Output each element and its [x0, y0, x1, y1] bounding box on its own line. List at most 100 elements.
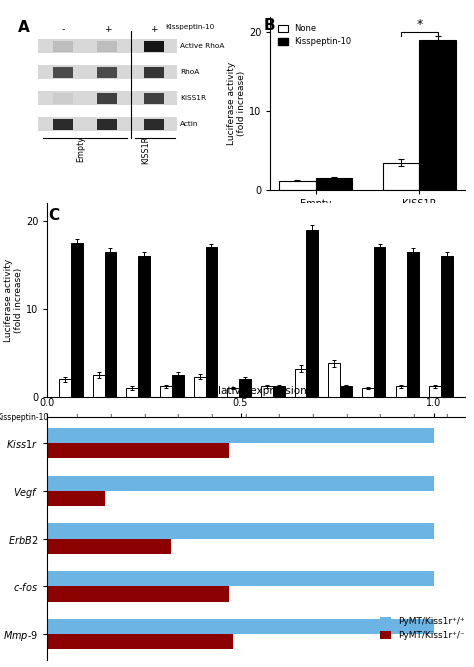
- Bar: [273, 386, 284, 397]
- Text: p63RhoGEF ΔN: p63RhoGEF ΔN: [215, 424, 250, 459]
- Text: -: -: [366, 413, 369, 422]
- Text: -: -: [198, 413, 201, 422]
- Text: -: -: [333, 413, 336, 422]
- Y-axis label: Luciferase activity
(fold increase): Luciferase activity (fold increase): [227, 62, 246, 145]
- Text: +: +: [208, 413, 215, 422]
- Bar: [47, 586, 229, 602]
- Text: -: -: [265, 413, 268, 422]
- Text: Empty: Empty: [76, 136, 85, 162]
- Text: RhoA WT: RhoA WT: [295, 424, 318, 446]
- Bar: [172, 375, 183, 397]
- Text: +: +: [343, 413, 349, 422]
- Text: -: -: [400, 413, 403, 422]
- Bar: [127, 388, 138, 397]
- Bar: [362, 388, 374, 397]
- Text: Actin: Actin: [180, 121, 199, 127]
- Bar: [374, 247, 385, 397]
- Bar: [53, 41, 73, 52]
- Text: +: +: [444, 413, 450, 422]
- Text: -: -: [61, 25, 64, 34]
- Bar: [47, 428, 434, 443]
- Bar: [144, 119, 164, 130]
- Bar: [37, 117, 177, 131]
- Legend: PyMT/Kiss1r⁺/⁺, PyMT/Kiss1r⁺/⁻: PyMT/Kiss1r⁺/⁺, PyMT/Kiss1r⁺/⁻: [376, 614, 468, 644]
- Text: B: B: [264, 18, 275, 33]
- Bar: [93, 375, 105, 397]
- Bar: [144, 41, 164, 52]
- Bar: [138, 256, 150, 397]
- Text: Kisspeptin-10: Kisspeptin-10: [0, 413, 48, 422]
- Bar: [239, 380, 251, 397]
- Text: +: +: [242, 413, 248, 422]
- Bar: [71, 243, 83, 397]
- Text: RhoA DN: RhoA DN: [329, 424, 351, 446]
- Text: KiSS1R: KiSS1R: [180, 95, 206, 101]
- Text: -: -: [64, 413, 66, 422]
- Bar: [340, 386, 352, 397]
- Bar: [47, 619, 434, 634]
- Text: -: -: [77, 424, 82, 429]
- Bar: [279, 181, 316, 190]
- Bar: [261, 386, 273, 397]
- Text: RhoA: RhoA: [180, 69, 200, 75]
- Text: p63RhoGEF WT: p63RhoGEF WT: [181, 424, 217, 460]
- Text: -: -: [299, 413, 302, 422]
- Bar: [105, 252, 116, 397]
- Text: Gαq CA + p63RhoGEF ΔN: Gαq CA + p63RhoGEF ΔN: [227, 424, 284, 481]
- Bar: [97, 67, 118, 78]
- Bar: [59, 380, 71, 397]
- Text: +: +: [275, 413, 282, 422]
- Bar: [53, 119, 73, 130]
- Text: Gαq CA +
p63RhoGEF ΔN + RhoA DA: Gαq CA + p63RhoGEF ΔN + RhoA DA: [392, 424, 456, 488]
- Bar: [47, 491, 105, 506]
- Bar: [53, 67, 73, 78]
- Bar: [228, 388, 239, 397]
- Bar: [206, 247, 217, 397]
- Text: A: A: [18, 20, 30, 35]
- Bar: [97, 93, 118, 104]
- Text: +: +: [309, 413, 316, 422]
- Text: Kisspeptin-10: Kisspeptin-10: [165, 25, 215, 31]
- Bar: [419, 40, 456, 190]
- Text: Gαq WT: Gαq WT: [96, 424, 116, 444]
- Text: +: +: [104, 25, 111, 34]
- Text: KISS1R: KISS1R: [141, 136, 150, 165]
- Legend: None, Kisspeptin-10: None, Kisspeptin-10: [274, 21, 355, 49]
- Text: -: -: [164, 413, 167, 422]
- Text: Gαq DN: Gαq DN: [129, 424, 149, 444]
- Bar: [295, 369, 306, 397]
- Y-axis label: Luciferase activity
(fold increase): Luciferase activity (fold increase): [4, 259, 23, 342]
- Text: Gαq CA: Gαq CA: [164, 424, 183, 444]
- Bar: [316, 178, 352, 190]
- Text: +: +: [174, 413, 181, 422]
- Text: *: *: [416, 18, 422, 31]
- Bar: [47, 539, 171, 554]
- Bar: [407, 252, 419, 397]
- Bar: [396, 386, 407, 397]
- Bar: [328, 364, 340, 397]
- Text: +: +: [150, 25, 158, 34]
- Bar: [383, 163, 419, 190]
- Text: +: +: [73, 413, 80, 422]
- Bar: [97, 119, 118, 130]
- Text: C: C: [48, 208, 59, 223]
- Text: -: -: [97, 413, 100, 422]
- Text: Active RhoA: Active RhoA: [180, 43, 225, 49]
- Text: Gαq CA + RhoA DN: Gαq CA + RhoA DN: [374, 424, 419, 468]
- Text: +: +: [376, 413, 383, 422]
- Text: +: +: [141, 413, 147, 422]
- Bar: [429, 386, 441, 397]
- Bar: [160, 386, 172, 397]
- Bar: [144, 93, 164, 104]
- Bar: [37, 91, 177, 105]
- Text: +: +: [107, 413, 114, 422]
- Bar: [97, 41, 118, 52]
- Text: +: +: [410, 413, 416, 422]
- Bar: [37, 39, 177, 53]
- X-axis label: Relative expression: Relative expression: [205, 386, 307, 396]
- Bar: [37, 65, 177, 79]
- Text: RhoA DA: RhoA DA: [363, 424, 385, 446]
- Bar: [47, 524, 434, 539]
- Bar: [47, 571, 434, 586]
- Text: -: -: [131, 413, 134, 422]
